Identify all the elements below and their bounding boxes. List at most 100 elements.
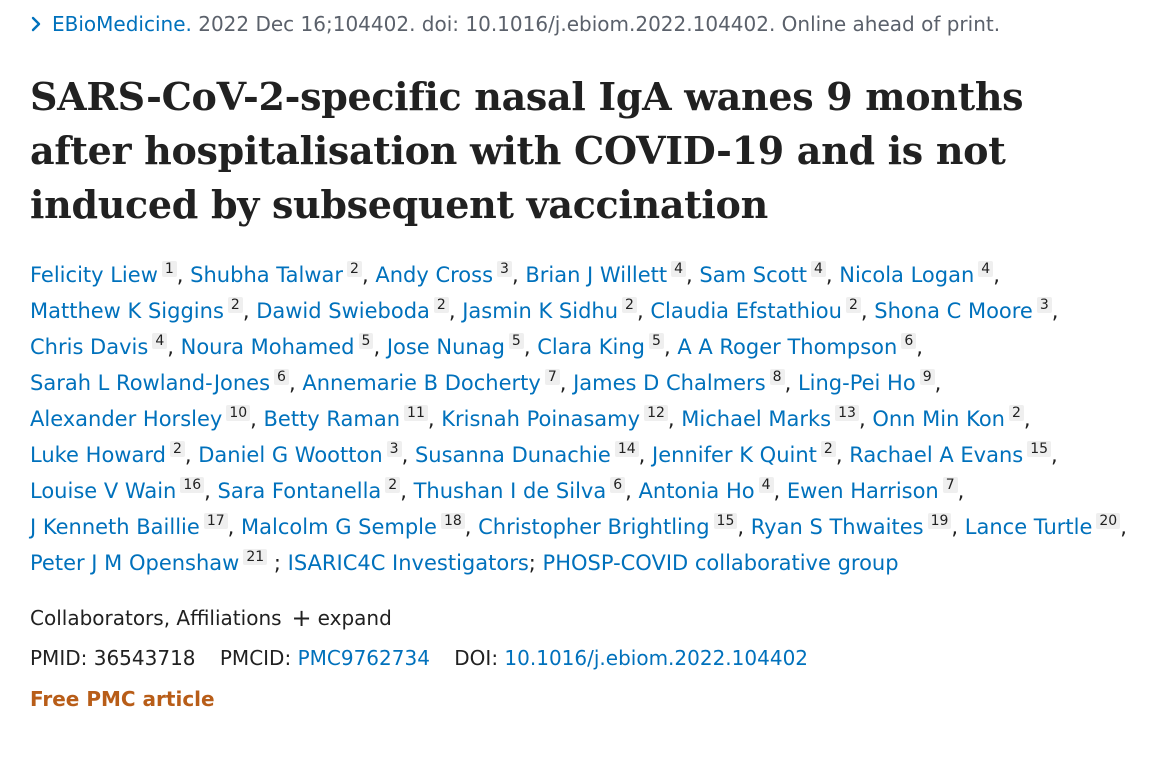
author-separator: ,	[373, 335, 381, 359]
plus-icon[interactable]: +	[291, 604, 312, 632]
author-item: Sam Scott 4,	[699, 261, 833, 287]
affiliation-number[interactable]: 4	[758, 477, 774, 493]
affiliation-number[interactable]: 3	[1036, 297, 1052, 313]
author-item: Krisnah Poinasamy 12,	[441, 405, 675, 431]
affiliation-number[interactable]: 2	[820, 441, 836, 457]
author-name-link[interactable]: Daniel G Wootton	[198, 443, 383, 467]
groups-separator: ;	[273, 551, 281, 575]
author-name-link[interactable]: Jennifer K Quint	[652, 443, 817, 467]
affiliation-number[interactable]: 1	[161, 261, 177, 277]
affiliation-number[interactable]: 14	[614, 441, 639, 457]
group-phosp-covid-link[interactable]: PHOSP-COVID collaborative group	[542, 551, 899, 575]
author-separator: ,	[1023, 407, 1031, 431]
affiliation-number[interactable]: 11	[404, 405, 428, 421]
affiliation-number[interactable]: 7	[942, 477, 958, 493]
affiliation-number[interactable]: 5	[508, 333, 524, 349]
author-name-link[interactable]: Sara Fontanella	[217, 479, 382, 503]
author-name-link[interactable]: Louise V Wain	[30, 479, 177, 503]
affiliation-number[interactable]: 2	[385, 477, 401, 493]
affiliation-number[interactable]: 10	[226, 405, 251, 421]
affiliation-number[interactable]: 21	[243, 549, 268, 565]
affiliation-number[interactable]: 2	[845, 297, 861, 313]
author-name-link[interactable]: Ryan S Thwaites	[750, 515, 924, 539]
author-name-link[interactable]: Jasmin K Sidhu	[462, 299, 619, 323]
author-name-link[interactable]: J Kenneth Baillie	[30, 515, 200, 539]
author-name-link[interactable]: Nicola Logan	[839, 263, 975, 287]
affiliation-number[interactable]: 4	[810, 261, 826, 277]
author-name-link[interactable]: Onn Min Kon	[872, 407, 1005, 431]
doi-link[interactable]: 10.1016/j.ebiom.2022.104402	[504, 646, 809, 670]
author-name-link[interactable]: Betty Raman	[263, 407, 401, 431]
author-name-link[interactable]: Susanna Dunachie	[414, 443, 611, 467]
author-name-link[interactable]: Brian J Willett	[525, 263, 668, 287]
affiliation-number[interactable]: 3	[386, 441, 402, 457]
affiliation-number[interactable]: 8	[769, 369, 785, 385]
affiliation-number[interactable]: 19	[927, 513, 952, 529]
author-name-link[interactable]: Claudia Efstathiou	[650, 299, 842, 323]
affiliation-number[interactable]: 12	[644, 405, 668, 421]
author-name-link[interactable]: Sam Scott	[699, 263, 807, 287]
affiliation-number[interactable]: 6	[610, 477, 626, 493]
author-name-link[interactable]: Ewen Harrison	[786, 479, 939, 503]
author-name-link[interactable]: Christopher Brightling	[478, 515, 710, 539]
affiliation-number[interactable]: 18	[440, 513, 465, 529]
affiliation-number[interactable]: 2	[227, 297, 243, 313]
author-name-link[interactable]: Lance Turtle	[964, 515, 1093, 539]
author-name-link[interactable]: Clara King	[537, 335, 646, 359]
affiliation-number[interactable]: 15	[1027, 441, 1052, 457]
affiliation-number[interactable]: 9	[919, 369, 935, 385]
author-name-link[interactable]: Antonia Ho	[638, 479, 755, 503]
affiliation-number[interactable]: 20	[1096, 513, 1121, 529]
affiliation-number[interactable]: 5	[649, 333, 664, 349]
author-name-link[interactable]: Luke Howard	[30, 443, 166, 467]
author-name-link[interactable]: Matthew K Siggins	[30, 299, 224, 323]
affiliation-number[interactable]: 4	[978, 261, 994, 277]
affiliation-number[interactable]: 15	[713, 513, 738, 529]
affiliation-number[interactable]: 2	[433, 297, 449, 313]
author-name-link[interactable]: Felicity Liew	[30, 263, 158, 287]
collaborators-affiliations[interactable]: Collaborators, Affiliations + expand	[30, 604, 392, 632]
affiliation-number[interactable]: 2	[347, 261, 362, 277]
author-name-link[interactable]: Thushan I de Silva	[413, 479, 607, 503]
affiliation-number[interactable]: 4	[671, 261, 687, 277]
affiliation-number[interactable]: 13	[835, 405, 859, 421]
affiliation-number[interactable]: 2	[169, 441, 185, 457]
author-name-link[interactable]: Krisnah Poinasamy	[441, 407, 641, 431]
author-name-link[interactable]: Annemarie B Docherty	[302, 371, 541, 395]
author-name-link[interactable]: Sarah L Rowland-Jones	[30, 371, 271, 395]
affiliation-number[interactable]: 3	[497, 261, 512, 277]
pmcid-link[interactable]: PMC9762734	[297, 646, 430, 670]
author-name-link[interactable]: Michael Marks	[681, 407, 832, 431]
collaborative-groups: ; ISARIC4C Investigators; PHOSP-COVID co…	[274, 551, 899, 575]
chevron-right-icon[interactable]	[30, 11, 52, 37]
author-name-link[interactable]: James D Chalmers	[573, 371, 766, 395]
author-name-link[interactable]: Dawid Swieboda	[256, 299, 430, 323]
author-name-link[interactable]: Shona C Moore	[874, 299, 1033, 323]
author-item: Ling-Pei Ho 9,	[797, 369, 941, 395]
author-name-link[interactable]: Shubha Talwar	[190, 263, 344, 287]
author-separator: ,	[511, 263, 519, 287]
author-name-link[interactable]: Alexander Horsley	[30, 407, 223, 431]
journal-name-link[interactable]: EBioMedicine.	[52, 12, 192, 36]
affiliation-number[interactable]: 4	[152, 333, 168, 349]
affiliation-number[interactable]: 17	[203, 513, 228, 529]
affiliation-number[interactable]: 6	[901, 333, 917, 349]
affiliation-number[interactable]: 7	[544, 369, 560, 385]
author-name-link[interactable]: Ling-Pei Ho	[797, 371, 916, 395]
affiliation-number[interactable]: 6	[274, 369, 289, 385]
group-isaric4c-link[interactable]: ISARIC4C Investigators	[287, 551, 529, 575]
author-name-link[interactable]: Andy Cross	[375, 263, 494, 287]
expand-label[interactable]: expand	[317, 606, 392, 630]
author-name-link[interactable]: Peter J M Openshaw	[30, 551, 240, 575]
collaborators-affiliations-label: Collaborators, Affiliations	[30, 606, 282, 630]
author-name-link[interactable]: Noura Mohamed	[180, 335, 355, 359]
author-name-link[interactable]: Malcolm G Semple	[241, 515, 437, 539]
affiliation-number[interactable]: 2	[622, 297, 637, 313]
affiliation-number[interactable]: 2	[1008, 405, 1024, 421]
affiliation-number[interactable]: 5	[358, 333, 374, 349]
author-name-link[interactable]: Chris Davis	[30, 335, 149, 359]
author-name-link[interactable]: Jose Nunag	[386, 335, 505, 359]
author-name-link[interactable]: Rachael A Evans	[849, 443, 1024, 467]
affiliation-number[interactable]: 16	[180, 477, 205, 493]
author-name-link[interactable]: A A Roger Thompson	[677, 335, 898, 359]
